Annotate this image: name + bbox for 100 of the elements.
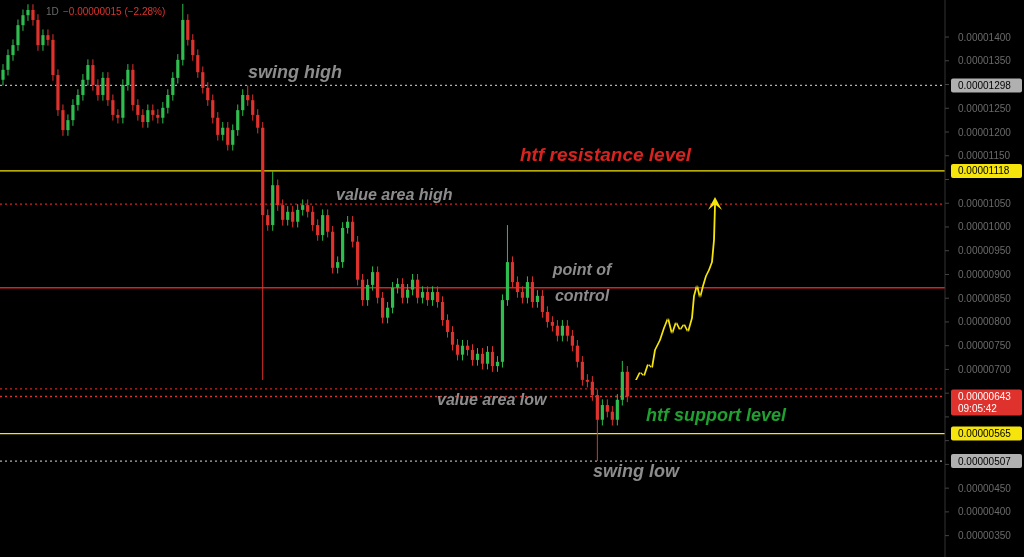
candlestick [385, 301, 390, 324]
candlestick [291, 205, 295, 228]
annotation: swing low [593, 461, 680, 482]
candlestick [455, 338, 460, 361]
candlestick [16, 18, 20, 52]
candlestick [565, 319, 569, 342]
y-tick-label: 0.00000700 [958, 363, 1012, 375]
candlestick [81, 73, 85, 102]
candlestick [216, 111, 220, 142]
y-tick-label: 0.00001400 [958, 31, 1012, 43]
candlestick [161, 101, 165, 124]
candlestick [66, 113, 70, 137]
y-tick-label: 0.00000350 [958, 530, 1012, 542]
candlestick [11, 38, 15, 62]
text: −0.00000015 (−2.28%) [63, 6, 166, 17]
candlestick [530, 275, 535, 309]
candlestick [1, 63, 5, 86]
candlestick [226, 121, 230, 152]
y-tick-label: 0.00000800 [958, 316, 1012, 328]
candlestick [440, 295, 445, 327]
candlestick [96, 78, 100, 102]
candlestick [361, 273, 365, 307]
candlestick [460, 339, 465, 361]
candlestick [141, 108, 145, 129]
candlestick [166, 88, 170, 114]
y-tick-label: 0.00001050 [958, 197, 1012, 209]
candlestick [236, 103, 240, 137]
candlestick [510, 255, 515, 289]
candlestick [211, 94, 215, 124]
y-tick-label: 0.00001000 [958, 221, 1012, 233]
candlestick [600, 398, 604, 426]
candlestick [71, 98, 75, 127]
y-tick-label: 0.00001350 [958, 55, 1012, 67]
y-tick-label: 0.00000400 [958, 506, 1012, 518]
candlestick [26, 3, 30, 22]
candlestick [86, 58, 90, 86]
candlestick [575, 339, 579, 369]
candlestick [381, 291, 385, 324]
candlestick [555, 319, 560, 342]
y-tick-label: 0.00001200 [958, 126, 1012, 138]
candlestick [430, 285, 435, 307]
y-tick-label: 0.00000750 [958, 340, 1012, 352]
candlestick [351, 215, 355, 248]
candlestick [266, 208, 270, 232]
candlestick [480, 347, 485, 370]
candlestick [326, 208, 330, 238]
candlestick [176, 53, 180, 85]
candlestick [366, 278, 370, 307]
ref-line-label: 0.00000643 09:05:42 [958, 391, 1012, 414]
candlestick [6, 48, 10, 76]
candlestick [580, 355, 584, 387]
candlestick [445, 313, 450, 339]
candlestick [206, 81, 210, 107]
candlestick [46, 28, 50, 47]
y-tick-label: 0.00000950 [958, 245, 1012, 257]
annotation: htf resistance level [520, 143, 692, 165]
annotation: value area low [437, 390, 548, 408]
candlestick [256, 108, 260, 134]
candlestick [286, 205, 290, 227]
candlestick [111, 94, 115, 122]
candlestick [570, 329, 574, 352]
candlestick [560, 319, 565, 342]
candlestick [201, 65, 205, 95]
candlestick [470, 343, 475, 367]
annotation: value area high [336, 186, 453, 204]
candlestick [221, 121, 225, 142]
candlestick [610, 405, 614, 426]
candlestick [136, 98, 140, 122]
candlestick [281, 198, 285, 227]
candlestick [21, 9, 25, 32]
candlestick [545, 305, 550, 329]
candlestick [91, 58, 95, 92]
candlestick [241, 88, 245, 117]
candlestick [306, 198, 310, 218]
candlestick [276, 178, 280, 212]
ref-line-label: 0.00000507 [958, 455, 1012, 467]
candlestick [61, 103, 65, 137]
candlestick [41, 28, 45, 52]
candlestick [31, 3, 35, 27]
ref-line-label: 0.00001118 [958, 165, 1010, 177]
candlestick [191, 33, 195, 62]
y-tick-label: 0.00000450 [958, 482, 1012, 494]
candlestick [316, 218, 320, 242]
candlestick [425, 285, 430, 307]
candlestick [400, 277, 405, 304]
candlestick [525, 275, 530, 304]
y-tick-label: 0.00000900 [958, 268, 1012, 280]
candlestick [371, 265, 375, 292]
text: 1D [46, 6, 59, 17]
candlestick [171, 71, 175, 102]
y-tick-label: 0.00001250 [958, 102, 1012, 114]
candlestick [485, 345, 490, 370]
candlestick [106, 71, 110, 107]
candlestick [101, 71, 105, 102]
candlestick [490, 345, 495, 373]
candlestick [435, 285, 440, 309]
ref-line-label: 0.00001298 [958, 79, 1012, 91]
candlestick [605, 398, 609, 418]
ref-line-label: 0.00000565 [958, 428, 1012, 440]
y-tick-label: 0.00001150 [958, 150, 1011, 162]
